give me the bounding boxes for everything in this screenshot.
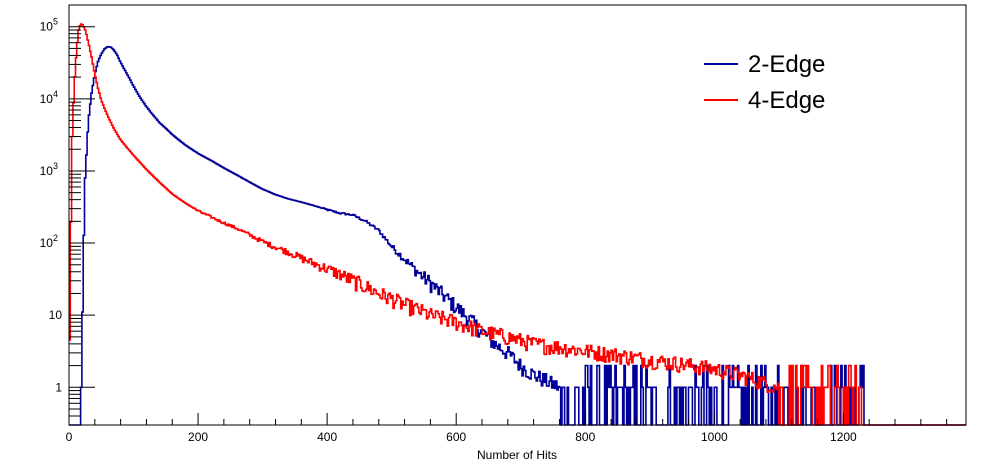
y-tick-label: 103 [40,161,58,178]
legend-label: 2-Edge [748,51,825,78]
x-tick-label: 200 [188,430,208,444]
x-tick-label: 400 [317,430,337,444]
legend: 2-Edge 4-Edge [704,51,825,114]
x-tick-label: 1000 [701,430,728,444]
x-tick-label: 600 [446,430,466,444]
legend-label: 4-Edge [748,87,825,114]
y-tick-label: 104 [40,89,58,106]
x-tick-label: 0 [66,430,73,444]
series-line-1 [69,23,966,426]
axis-layer: 0 200 400 600 800 1000 1200 1 10 102 103 104 105 [40,4,948,444]
x-tick-label: 800 [575,430,595,444]
x-axis-title: Number of Hits [477,448,557,462]
y-tick-label: 1 [55,380,62,394]
y-tick-label: 10 [49,308,63,322]
plot-frame [68,4,967,426]
y-tick-label: 102 [40,233,58,250]
x-tick-label: 1200 [830,430,857,444]
y-tick-label: 105 [40,17,58,34]
